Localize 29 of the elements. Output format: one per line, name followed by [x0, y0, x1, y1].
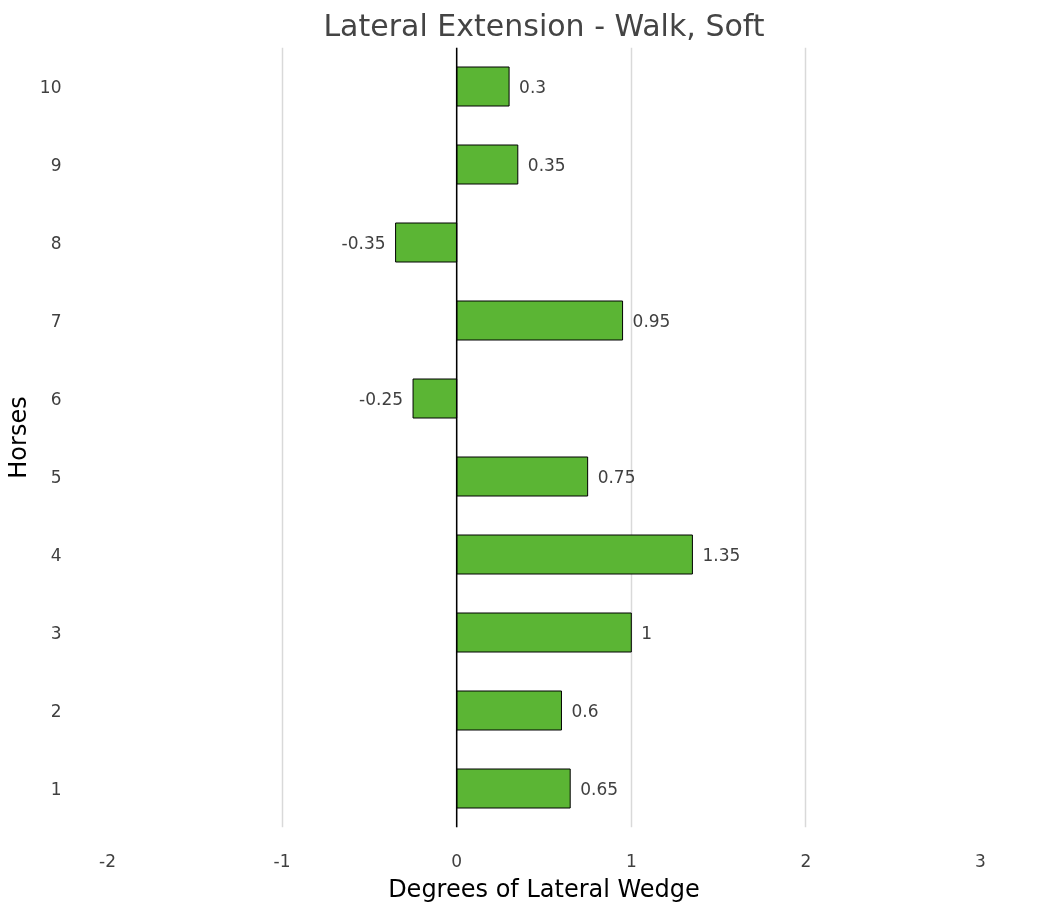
- y-tick-label: 9: [50, 155, 62, 175]
- y-tick-label: 4: [50, 545, 62, 565]
- x-axis-title: Degrees of Lateral Wedge: [388, 874, 700, 903]
- y-tick-label: 2: [50, 701, 62, 721]
- data-label: 0.6: [571, 701, 599, 721]
- data-label: 1: [641, 623, 653, 643]
- y-axis-title: Horses: [3, 396, 32, 479]
- data-label: 0.3: [519, 77, 547, 97]
- x-tick-label: -1: [273, 850, 291, 871]
- y-tick-label: 7: [50, 311, 62, 331]
- x-tick-label: 1: [625, 850, 637, 871]
- data-label: 1.35: [702, 545, 741, 565]
- y-tick-label: 6: [50, 389, 62, 409]
- data-label: -0.25: [359, 389, 404, 409]
- y-tick-label: 10: [39, 77, 62, 97]
- chart-title: Lateral Extension - Walk, Soft: [323, 7, 765, 43]
- x-tick-label: 3: [975, 850, 986, 871]
- data-label: 0.65: [580, 779, 619, 799]
- x-tick-label: 2: [800, 850, 812, 871]
- y-tick-label: 8: [50, 233, 62, 253]
- x-tick-label: 0: [451, 850, 463, 871]
- y-tick-label: 5: [50, 467, 62, 487]
- x-tick-label: -2: [99, 850, 116, 871]
- y-tick-label: 1: [50, 779, 62, 799]
- data-label: 0.35: [527, 155, 566, 175]
- y-tick-label: 3: [50, 623, 62, 643]
- data-label: 0.75: [597, 467, 636, 487]
- data-label: -0.35: [341, 233, 386, 253]
- data-label: 0.95: [632, 311, 671, 331]
